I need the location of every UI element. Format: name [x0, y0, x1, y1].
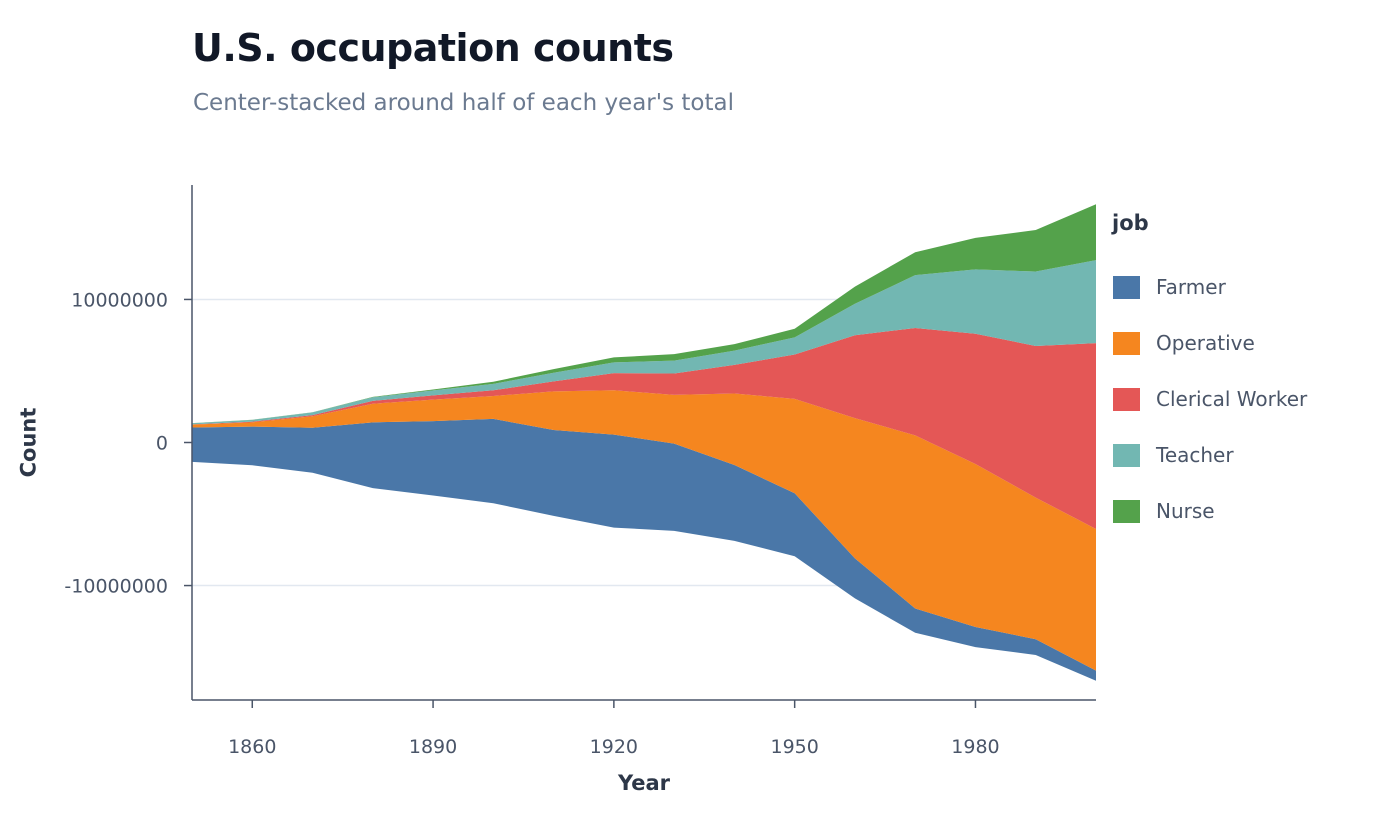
legend-swatch-operative: [1113, 332, 1140, 355]
series-area-farmer: [192, 418, 1096, 681]
x-tick-label: 1920: [590, 736, 638, 758]
y-tick-label: 10000000: [71, 289, 168, 311]
x-axis-title: Year: [617, 771, 671, 795]
x-tick-label: 1890: [409, 736, 457, 758]
chart-subtitle: Center-stacked around half of each year'…: [193, 90, 734, 116]
series-areas: [192, 204, 1096, 681]
legend: job Farmer Operative Clerical Worker Teache…: [1111, 211, 1308, 523]
legend-swatch-farmer: [1113, 276, 1140, 299]
chart-title: U.S. occupation counts: [192, 26, 674, 70]
x-tick-label: 1980: [951, 736, 999, 758]
legend-label: Nurse: [1156, 499, 1215, 523]
series-area-teacher: [192, 260, 1096, 425]
y-tick-label: 0: [156, 433, 168, 455]
legend-swatch-nurse: [1113, 500, 1140, 523]
series-area-operative: [192, 390, 1096, 671]
y-axis-title: Count: [16, 408, 40, 478]
series-area-clerical-worker: [192, 328, 1096, 530]
legend-swatch-clerical-worker: [1113, 388, 1140, 411]
legend-label: Operative: [1156, 331, 1255, 355]
y-tick-label: -10000000: [64, 576, 168, 598]
x-tick-label: 1860: [228, 736, 276, 758]
legend-label: Farmer: [1156, 275, 1227, 299]
x-axis-ticks: 1860 1890 1920 1950 1980: [228, 700, 1000, 758]
legend-label: Teacher: [1155, 443, 1234, 467]
legend-label: Clerical Worker: [1156, 387, 1308, 411]
legend-title: job: [1111, 211, 1149, 235]
y-axis-ticks: -10000000 0 10000000: [64, 289, 192, 598]
x-tick-label: 1950: [770, 736, 818, 758]
legend-swatch-teacher: [1113, 444, 1140, 467]
